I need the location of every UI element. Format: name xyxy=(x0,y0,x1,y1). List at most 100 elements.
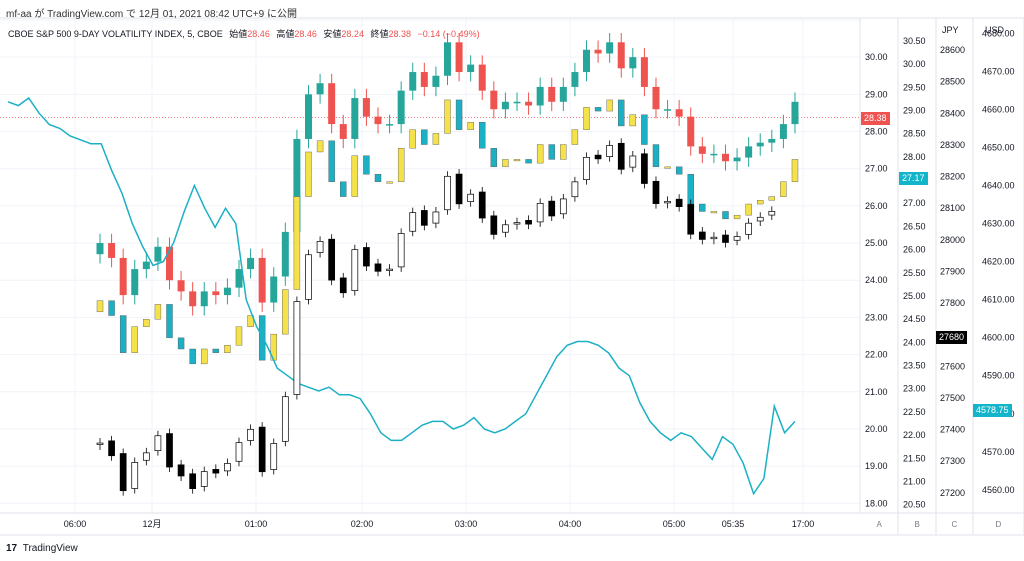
c-candle xyxy=(478,191,486,219)
c-candle xyxy=(455,173,463,205)
jpy-candle xyxy=(177,337,185,350)
vix-candle xyxy=(281,231,289,277)
tick-label: 28100 xyxy=(940,203,965,213)
price-badge-jpy: 27680 xyxy=(936,331,968,344)
tick-label: 29.00 xyxy=(903,105,926,115)
axis-title-jpy: JPY xyxy=(942,25,959,35)
tick-label: 27200 xyxy=(940,488,965,498)
c-candle xyxy=(166,433,173,468)
jpy-candle xyxy=(224,345,231,353)
c-candle xyxy=(444,175,451,211)
tick-label: 20.00 xyxy=(865,424,888,434)
c-candle xyxy=(235,442,243,462)
vix-candle xyxy=(304,94,312,139)
vix-candle xyxy=(374,116,382,125)
low-label: 安値 xyxy=(323,29,342,39)
c-candle xyxy=(652,180,660,204)
jpy-candle xyxy=(791,159,799,182)
vix-candle xyxy=(582,49,590,73)
price-badge-vix: 28.38 xyxy=(861,112,890,125)
c-candle xyxy=(490,215,498,235)
tick-label: 22.00 xyxy=(865,350,888,360)
c-candle xyxy=(617,142,625,170)
tick-label: 27.00 xyxy=(903,198,926,208)
c-candle xyxy=(339,277,347,294)
axes[interactable] xyxy=(0,17,1024,536)
vix-candle xyxy=(571,72,579,87)
c-candle xyxy=(513,222,521,225)
c-candle xyxy=(212,469,220,474)
c-candle xyxy=(305,254,312,300)
jpy-candle xyxy=(386,181,393,184)
tick-label: 27500 xyxy=(940,393,965,403)
top-bar: mf-aa が TradingView.com で 12月 01, 2021 0… xyxy=(0,0,1024,24)
tick-label: 21.00 xyxy=(903,476,926,486)
tick-label: 4650.00 xyxy=(982,142,1015,152)
c-candle xyxy=(397,233,405,268)
jpy-candle xyxy=(536,144,544,164)
jpy-candle xyxy=(201,348,208,365)
vix-candle xyxy=(606,42,614,54)
c-candle xyxy=(351,249,359,291)
tick-label: 27800 xyxy=(940,298,965,308)
vix-candle xyxy=(478,64,486,91)
tick-label: 29.00 xyxy=(865,89,888,99)
axis-letter: C xyxy=(952,520,958,529)
time-label: 05:35 xyxy=(722,519,745,529)
vix-candle xyxy=(768,138,776,143)
tick-label: 28.00 xyxy=(865,127,888,137)
tick-label: 4600.00 xyxy=(982,333,1015,343)
time-label: 04:00 xyxy=(559,519,582,529)
c-candle xyxy=(119,453,127,492)
c-candle xyxy=(687,204,695,235)
tick-label: 30.00 xyxy=(903,59,926,69)
vix-candle xyxy=(432,75,440,87)
time-label: 12月 xyxy=(142,519,161,529)
change-value: −0.14 (−0.49%) xyxy=(417,29,480,39)
c-candle xyxy=(374,263,382,272)
jpy-candle xyxy=(745,203,752,216)
vix-candle xyxy=(698,146,706,154)
tick-label: 30.00 xyxy=(865,52,888,62)
jpy-candle xyxy=(351,155,359,197)
jpy-candle xyxy=(108,300,115,316)
jpy-candle xyxy=(594,107,602,112)
tick-label: 20.50 xyxy=(903,500,926,510)
open-label: 始値 xyxy=(229,29,248,39)
c-candle xyxy=(629,155,637,168)
tick-label: 22.00 xyxy=(903,430,926,440)
vix-candle xyxy=(409,72,417,91)
vix-candle xyxy=(652,86,660,110)
jpy-candle xyxy=(421,129,428,145)
symbol-name[interactable]: CBOE S&P 500 9-DAY VOLATILITY INDEX, 5, … xyxy=(8,29,223,39)
c-candle xyxy=(108,440,115,457)
tick-label: 27900 xyxy=(940,266,965,276)
vix-candle xyxy=(119,257,127,296)
jpy-candle xyxy=(571,129,579,145)
tradingview-brand[interactable]: 17 TradingView xyxy=(6,543,78,554)
vix-candle xyxy=(455,42,463,73)
vix-candle xyxy=(617,42,625,69)
tick-label: 29.50 xyxy=(903,82,926,92)
usd-line xyxy=(7,96,796,496)
c-candle xyxy=(536,202,544,223)
vix-candle xyxy=(293,138,301,232)
vix-candle xyxy=(443,42,451,76)
high-value: 28.46 xyxy=(294,29,317,39)
vix-candle xyxy=(490,90,498,110)
vix-candle xyxy=(154,246,162,262)
price-badge-usd: 4578.75 xyxy=(973,404,1012,417)
jpy-candle xyxy=(166,304,173,339)
brand-name: TradingView xyxy=(22,543,78,554)
jpy-candle xyxy=(560,144,567,160)
tick-label: 23.50 xyxy=(903,361,926,371)
vix-candle xyxy=(328,83,336,125)
tick-label: 27400 xyxy=(940,425,965,435)
tick-label: 4660.00 xyxy=(982,104,1015,114)
vix-candle xyxy=(640,57,648,87)
tick-label: 26.00 xyxy=(865,201,888,211)
series-legend[interactable]: CBOE S&P 500 9-DAY VOLATILITY INDEX, 5, … xyxy=(8,27,480,40)
jpy-candle xyxy=(143,319,150,327)
vix-candle xyxy=(131,269,139,296)
